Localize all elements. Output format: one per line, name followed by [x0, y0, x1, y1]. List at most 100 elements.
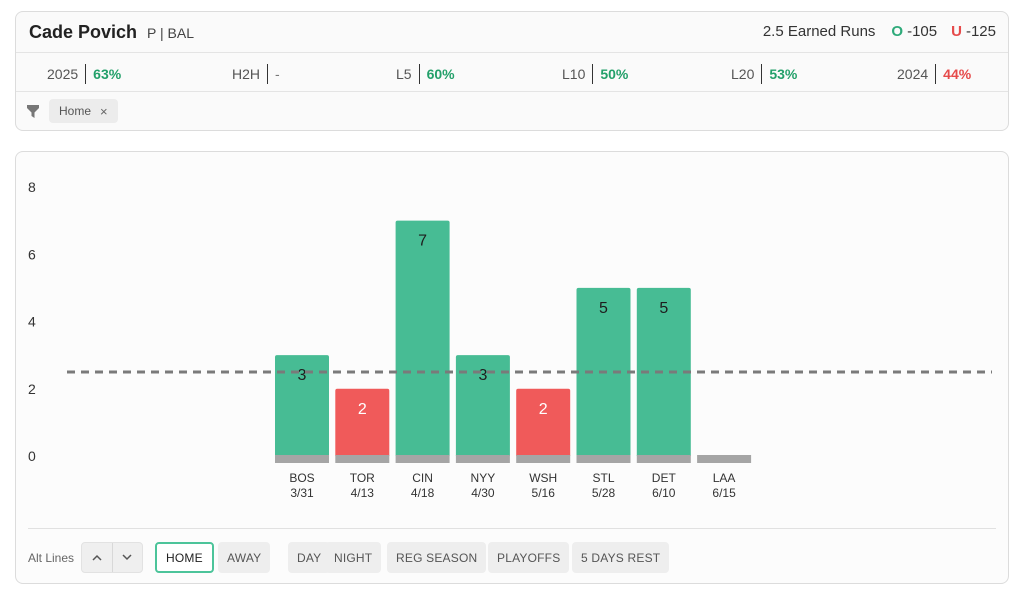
stat-l10[interactable]: L10 50%: [562, 64, 628, 84]
bar-value-label: 3: [478, 367, 487, 384]
x-tick-date: 3/31: [290, 486, 314, 500]
prop-summary-card: Cade Povich P | BAL 2.5 Earned Runs O -1…: [15, 11, 1009, 131]
over-odds-button[interactable]: O -105: [891, 23, 937, 40]
y-tick-label: 6: [28, 246, 36, 262]
stat-value: 44%: [943, 66, 972, 82]
stat-l20[interactable]: L20 53%: [731, 64, 797, 84]
market-info: 2.5 Earned Runs O -105 U -125: [763, 23, 996, 40]
chevron-down-icon[interactable]: [111, 543, 143, 572]
filter-button-away[interactable]: AWAY: [218, 542, 271, 573]
bar: [335, 388, 390, 456]
x-tick-date: 6/15: [712, 486, 736, 500]
stat-value: 60%: [426, 66, 455, 82]
bar: [516, 388, 571, 456]
player-meta: P | BAL: [147, 25, 194, 41]
meta-separator: |: [159, 25, 164, 41]
player-position: P: [147, 25, 157, 41]
y-tick-label: 2: [28, 381, 36, 397]
bar-value-label: 7: [418, 233, 427, 250]
player-name[interactable]: Cade Povich: [29, 22, 138, 42]
under-odds: -125: [965, 23, 996, 40]
prop-header: Cade Povich P | BAL 2.5 Earned Runs O -1…: [16, 12, 1008, 52]
bar: [395, 220, 450, 456]
filter-button-home[interactable]: HOME: [155, 542, 214, 573]
stat-2024[interactable]: 2024 44%: [897, 64, 971, 84]
x-tick-team: WSH: [529, 471, 557, 485]
filter-button-night[interactable]: NIGHT: [325, 542, 382, 573]
stat-h2h[interactable]: H2H -: [232, 64, 280, 84]
stat-value: 53%: [769, 66, 798, 82]
bar: [275, 355, 329, 456]
filter-chip-label: Home: [59, 104, 92, 118]
under-odds-button[interactable]: U -125: [951, 23, 996, 40]
x-tick-team: DET: [652, 471, 677, 485]
x-tick-team: STL: [592, 471, 614, 485]
over-odds: -105: [907, 23, 938, 40]
stat-separator: [85, 64, 87, 84]
bar-base: [636, 455, 691, 463]
x-tick-date: 4/18: [411, 486, 435, 500]
bar-base: [275, 455, 329, 463]
stats-row: 2025 63% H2H - L5 60% L10 50% L20 53% 20…: [16, 53, 1008, 91]
filter-chip-home[interactable]: Home ×: [49, 99, 118, 123]
filter-button-day[interactable]: DAY: [288, 542, 331, 573]
filter-button-5-days-rest[interactable]: 5 DAYS REST: [572, 542, 670, 573]
filter-button-reg-season[interactable]: REG SEASON: [387, 542, 487, 573]
stat-value: 63%: [93, 66, 122, 82]
stat-label: L10: [562, 66, 586, 82]
header-divider: [16, 52, 1008, 53]
over-letter: O: [891, 23, 904, 40]
y-tick-label: 4: [28, 314, 36, 330]
bar-base: [576, 455, 631, 463]
y-tick-label: 0: [28, 448, 36, 464]
under-letter: U: [951, 23, 962, 40]
bar-base: [395, 455, 450, 463]
alt-lines-label: Alt Lines: [28, 551, 75, 565]
x-tick-date: 5/16: [532, 486, 556, 500]
x-tick-date: 6/10: [652, 486, 676, 500]
x-tick-date: 4/13: [351, 486, 375, 500]
bar-base: [335, 455, 390, 463]
bar-base: [516, 455, 571, 463]
stat-value: -: [275, 66, 280, 82]
bar-base: [697, 455, 752, 463]
funnel-icon[interactable]: [27, 105, 39, 119]
alt-lines-stepper: [81, 542, 143, 573]
chart-controls: Alt Lines HOME AWAY DAY NIGHT REG SEASON…: [28, 528, 996, 584]
bar-base: [455, 455, 510, 463]
filter-button-playoffs[interactable]: PLAYOFFS: [488, 542, 570, 573]
bar-value-label: 5: [659, 300, 668, 317]
stat-separator: [592, 64, 594, 84]
x-tick-team: BOS: [289, 471, 314, 485]
bar-value-label: 2: [358, 401, 367, 418]
chevron-up-icon[interactable]: [82, 543, 112, 572]
stat-label: L5: [396, 66, 412, 82]
bar-value-label: 3: [298, 367, 307, 384]
x-tick-team: NYY: [471, 471, 496, 485]
close-icon[interactable]: ×: [100, 103, 108, 119]
bar: [636, 287, 691, 456]
market-label: 2.5 Earned Runs: [762, 23, 876, 40]
stat-separator: [935, 64, 937, 84]
stat-separator: [418, 64, 420, 84]
stat-label: H2H: [232, 66, 261, 82]
x-tick-date: 5/28: [592, 486, 616, 500]
player-team: BAL: [167, 25, 194, 41]
stat-value: 50%: [600, 66, 629, 82]
stat-separator: [267, 64, 269, 84]
stats-divider: [16, 91, 1008, 92]
bar-value-label: 5: [599, 300, 608, 317]
y-tick-label: 8: [28, 179, 36, 195]
x-tick-team: TOR: [350, 471, 375, 485]
x-tick-team: LAA: [713, 471, 736, 485]
x-tick-date: 4/30: [471, 486, 495, 500]
stat-l5[interactable]: L5 60%: [396, 64, 455, 84]
stat-separator: [761, 64, 763, 84]
stat-label: 2025: [47, 66, 79, 82]
bar-value-label: 2: [539, 401, 548, 418]
bar: [455, 355, 510, 456]
x-tick-team: CIN: [412, 471, 433, 485]
stat-2025[interactable]: 2025 63%: [47, 64, 121, 84]
stat-label: L20: [731, 66, 755, 82]
